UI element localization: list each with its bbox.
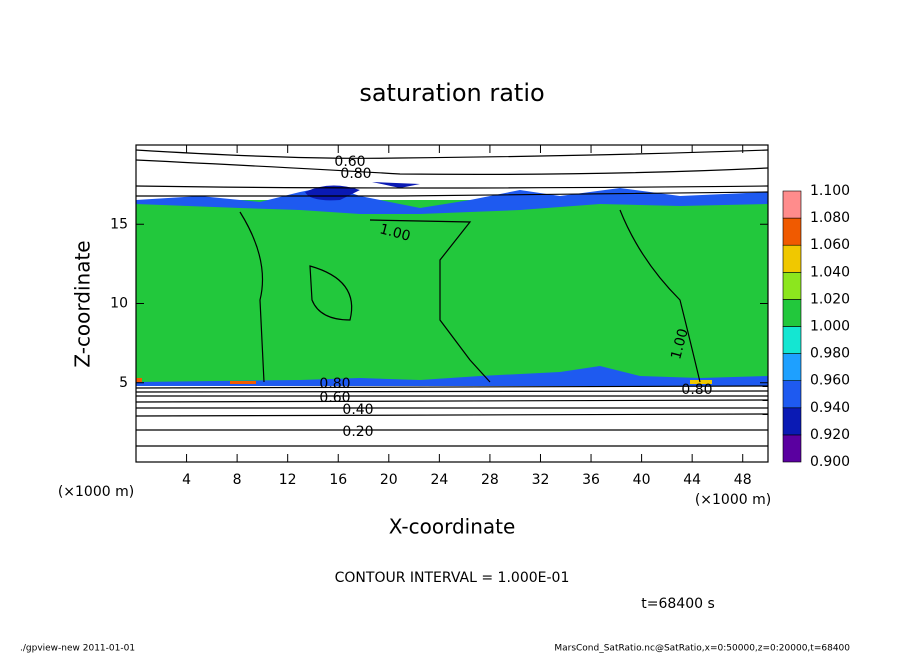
- colorbar-label: 1.000: [810, 319, 850, 335]
- x-tick-label: 8: [233, 472, 242, 488]
- colorbar-box: [782, 299, 802, 327]
- colorbar-label: 0.960: [810, 373, 850, 389]
- colorbar-label: 1.040: [810, 264, 850, 280]
- x-tick-label: 32: [532, 472, 550, 488]
- time-label: t=68400 s: [641, 596, 715, 612]
- chart-title: saturation ratio: [359, 79, 544, 107]
- field-spot: [690, 380, 712, 384]
- colorbar-box: [782, 190, 802, 219]
- contour-label: 0.40: [342, 402, 373, 418]
- colorbar-box: [782, 353, 802, 382]
- colorbar-label: 1.080: [810, 210, 850, 226]
- colorbar-box: [782, 407, 802, 436]
- field-blue-bottom: [136, 366, 768, 386]
- contour-label: 0.60: [334, 154, 365, 170]
- colorbar-label: 0.940: [810, 400, 850, 416]
- x-tick-label: 20: [380, 472, 398, 488]
- contour-label: 1.00: [378, 221, 412, 245]
- x-tick-label: 28: [481, 472, 499, 488]
- x-tick-label: 40: [633, 472, 651, 488]
- colorbar-box: [782, 434, 802, 463]
- y-tick-label: 5: [119, 375, 128, 391]
- contour-label: 0.80: [340, 166, 371, 182]
- y-tick-label: 10: [110, 296, 128, 312]
- x-axis-label: X-coordinate: [389, 515, 516, 539]
- y-tick-label: 15: [110, 216, 128, 232]
- contour-label: 0.20: [342, 424, 373, 440]
- colorbar-box: [782, 326, 802, 354]
- x-unit-label: (×1000 m): [695, 492, 771, 508]
- colorbar-box: [782, 244, 802, 273]
- x-tick-label: 24: [430, 472, 448, 488]
- field-green: [136, 200, 768, 384]
- x-tick-label: 48: [734, 472, 752, 488]
- colorbar-label: 0.900: [810, 454, 850, 470]
- footer-left: ./gpview-new 2011-01-01: [20, 644, 135, 654]
- y-unit-label: (×1000 m): [58, 484, 134, 500]
- y-axis-label: Z-coordinate: [71, 240, 95, 367]
- field-spot: [230, 381, 256, 384]
- field-spot: [136, 378, 142, 382]
- x-tick-label: 36: [582, 472, 600, 488]
- contour-label: 0.60: [319, 390, 350, 406]
- colorbar-box: [782, 217, 802, 246]
- field-blue-top: [136, 186, 768, 214]
- contour-interval: CONTOUR INTERVAL = 1.000E-01: [335, 570, 570, 586]
- x-tick-label: 44: [683, 472, 701, 488]
- field: [135, 149, 769, 447]
- x-tick-label: 12: [279, 472, 297, 488]
- colorbar-label: 1.100: [810, 183, 850, 199]
- colorbar-label: 0.920: [810, 427, 850, 443]
- colorbar-label: 0.980: [810, 346, 850, 362]
- x-tick-label: 16: [329, 472, 347, 488]
- contour-label: 0.80: [681, 382, 712, 398]
- colorbar-label: 1.060: [810, 237, 850, 253]
- colorbar-box: [782, 380, 802, 409]
- colorbar-label: 1.020: [810, 291, 850, 307]
- x-tick-label: 4: [182, 472, 191, 488]
- contour-label: 1.00: [668, 327, 692, 361]
- footer-right: MarsCond_SatRatio.nc@SatRatio,x=0:50000,…: [554, 644, 850, 654]
- contour-lines: [135, 149, 769, 447]
- colorbar-box: [782, 271, 802, 300]
- contour-label: 0.80: [319, 376, 350, 392]
